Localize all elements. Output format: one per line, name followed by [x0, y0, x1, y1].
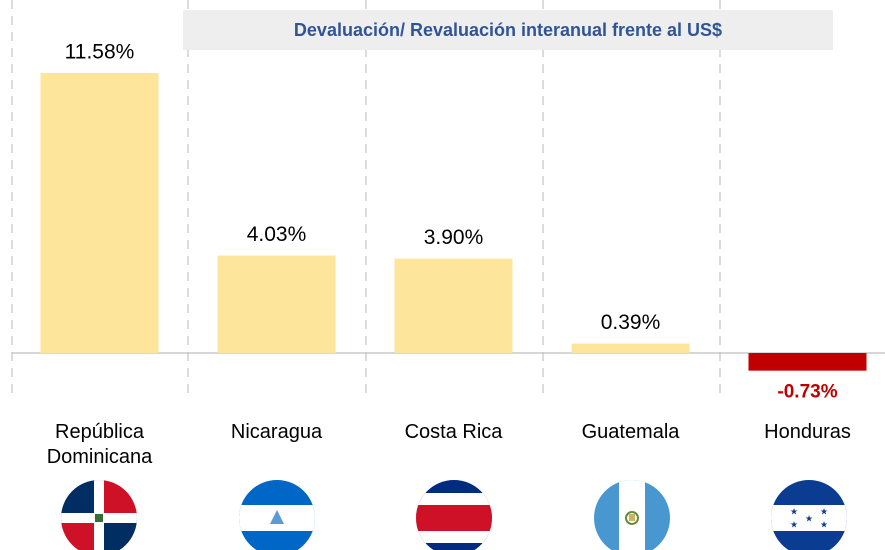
svg-text:★: ★ [820, 506, 828, 516]
svg-text:★: ★ [790, 519, 798, 529]
svg-text:★: ★ [790, 506, 798, 516]
value-label: 11.58% [65, 41, 135, 64]
chart-title: Devaluación/ Revaluación interanual fren… [294, 20, 722, 40]
title-box [183, 10, 833, 50]
svg-text:★: ★ [820, 519, 828, 529]
value-label: 3.90% [424, 226, 484, 249]
bar [217, 255, 336, 353]
category-label: Guatemala [581, 421, 680, 443]
bar [748, 353, 867, 371]
bar [571, 343, 690, 353]
category-label: Costa Rica [404, 421, 503, 443]
value-label: 0.39% [601, 311, 661, 334]
separators [11, 0, 721, 400]
flag [594, 480, 670, 550]
bar [40, 73, 159, 353]
bar [394, 258, 513, 353]
flag [239, 480, 315, 550]
value-label: 4.03% [247, 223, 307, 246]
flag [416, 480, 492, 550]
value-label: -0.73% [777, 382, 837, 403]
svg-text:★: ★ [805, 513, 813, 523]
flag: ★ ★ ★ ★ ★ [771, 480, 847, 550]
flag [61, 480, 137, 550]
category-label: Honduras [764, 421, 851, 443]
category-label: Nicaragua [230, 421, 323, 443]
category-label: República Dominicana [46, 421, 153, 468]
